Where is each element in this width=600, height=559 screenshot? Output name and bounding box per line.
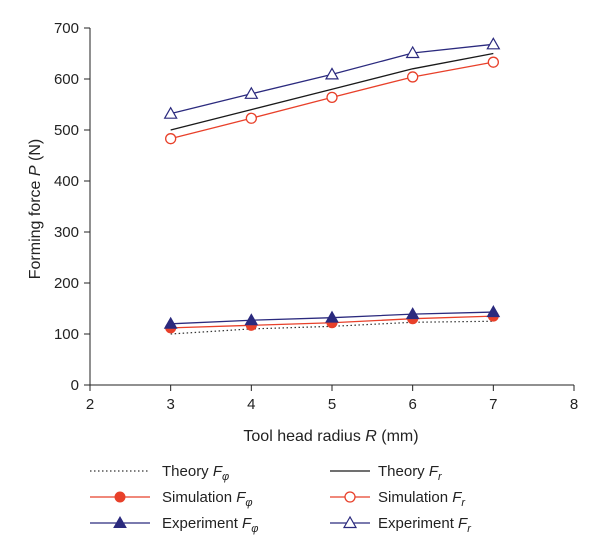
series-experiment-r	[163, 37, 501, 119]
x-tick-label: 5	[328, 396, 336, 413]
y-tick-label: 300	[54, 224, 79, 241]
y-tick-label: 0	[71, 377, 79, 394]
y-tick-label: 200	[54, 275, 79, 292]
legend-item: Simulation Fφ	[90, 489, 253, 509]
legend-label: Simulation Fr	[378, 489, 466, 509]
series-layer	[163, 37, 501, 335]
y-axis-label: Forming force P (N)	[27, 139, 44, 279]
x-tick-label: 7	[489, 396, 497, 413]
y-tick-label: 600	[54, 71, 79, 88]
data-point-marker	[487, 56, 499, 68]
y-tick-label: 100	[54, 326, 79, 343]
series-simulation-r	[165, 56, 499, 145]
legend-swatch-marker	[113, 515, 127, 528]
legend-item: Theory Fφ	[90, 463, 229, 483]
data-point-marker	[405, 45, 420, 59]
legend-item: Experiment Fφ	[90, 515, 258, 535]
x-tick-label: 8	[570, 396, 578, 413]
data-point-marker	[407, 71, 419, 83]
legend-label: Theory Fφ	[162, 463, 229, 483]
x-tick-label: 6	[408, 396, 416, 413]
data-point-marker	[163, 316, 178, 329]
data-point-marker	[486, 37, 501, 50]
x-tick-label: 4	[247, 396, 255, 413]
series-theory-phi	[170, 320, 494, 335]
x-tick-label: 2	[86, 396, 94, 413]
data-point-marker	[324, 67, 340, 80]
data-point-marker	[405, 307, 420, 320]
legend-label: Simulation Fφ	[162, 489, 253, 509]
legend-item: Theory Fr	[330, 463, 443, 483]
data-point-marker	[245, 112, 257, 124]
data-point-marker	[165, 133, 177, 145]
legend-label: Experiment Fφ	[162, 515, 258, 535]
legend-label: Experiment Fr	[378, 515, 472, 535]
data-point-marker	[325, 310, 339, 323]
legend-swatch-marker	[342, 515, 358, 529]
legend-item: Simulation Fr	[330, 489, 466, 509]
legend-item: Experiment Fr	[330, 515, 472, 535]
y-tick-label: 400	[54, 173, 79, 190]
axes: 2 3 4 5 6 7 8 0 100 200 300 400 500 600 700	[54, 20, 578, 413]
data-point-marker	[244, 86, 259, 99]
x-axis-label: Tool head radius R (mm)	[243, 428, 418, 445]
legend: Theory Fφ Simulation Fφ Experiment Fφ Theor…	[90, 463, 472, 535]
y-tick-label: 500	[54, 122, 79, 139]
legend-swatch-marker	[114, 491, 126, 503]
x-tick-label: 3	[166, 396, 174, 413]
series-line	[170, 52, 494, 131]
data-point-marker	[244, 313, 259, 326]
series-line	[170, 320, 494, 335]
series-experiment-phi	[163, 305, 501, 329]
series-theory-r	[170, 52, 494, 131]
legend-swatch-marker	[344, 491, 356, 503]
data-point-marker	[486, 305, 501, 318]
y-tick-label: 700	[54, 20, 79, 37]
data-point-marker	[163, 106, 178, 119]
data-point-marker	[326, 91, 338, 104]
legend-label: Theory Fr	[378, 463, 443, 483]
